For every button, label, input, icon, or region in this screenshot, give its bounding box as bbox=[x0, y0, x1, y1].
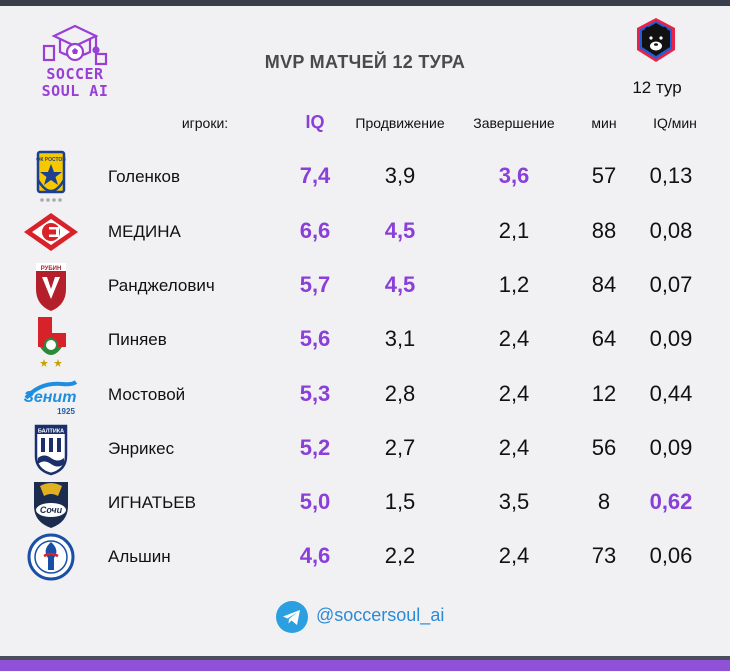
bottom-divider bbox=[0, 656, 730, 660]
col-header-iq: IQ bbox=[305, 112, 325, 132]
iq-value: 5,3 bbox=[299, 381, 331, 406]
col-header-finishing: Завершение bbox=[473, 115, 555, 131]
progression-value: 1,5 bbox=[384, 489, 416, 514]
finishing-value: 2,4 bbox=[498, 326, 530, 351]
brand-wordmark: SOCCER SOUL AI bbox=[30, 66, 120, 100]
table-row: Сочи ИГНАТЬЕВ 5,0 1,5 3,5 8 0,62 bbox=[0, 476, 730, 530]
minutes-value: 73 bbox=[591, 543, 617, 568]
progression-value: 2,8 bbox=[384, 381, 416, 406]
progression-value: 4,5 bbox=[384, 218, 416, 243]
finishing-value: 3,5 bbox=[498, 489, 530, 514]
top-border bbox=[0, 0, 730, 6]
minutes-value: 84 bbox=[591, 272, 617, 297]
svg-text:ФК РОСТОВ: ФК РОСТОВ bbox=[36, 157, 66, 163]
spartak-crest-icon bbox=[24, 213, 78, 251]
iq-per-min-value: 0,08 bbox=[649, 218, 693, 243]
player-name: Энрикес bbox=[108, 439, 175, 458]
iq-per-min-value: 0,09 bbox=[649, 326, 693, 351]
iq-value: 4,6 bbox=[299, 543, 331, 568]
rostov-crest-icon: ФК РОСТОВ bbox=[36, 150, 66, 202]
iq-value: 5,2 bbox=[299, 435, 331, 460]
col-header-minutes: мин bbox=[591, 115, 617, 131]
player-name: Альшин bbox=[108, 547, 171, 566]
progression-value: 2,7 bbox=[384, 435, 416, 460]
minutes-value: 64 bbox=[591, 326, 617, 351]
table-row: Альшин 4,6 2,2 2,4 73 0,06 bbox=[0, 530, 730, 584]
minutes-value: 56 bbox=[591, 435, 617, 460]
brand-line-2: SOUL AI bbox=[41, 82, 109, 100]
iq-value: 5,0 bbox=[299, 489, 331, 514]
svg-text:Зенит: Зенит bbox=[24, 389, 77, 406]
col-header-iq-per-min: IQ/мин bbox=[653, 115, 697, 131]
progression-value: 3,1 bbox=[384, 326, 416, 351]
iq-per-min-value: 0,44 bbox=[649, 381, 693, 406]
col-header-players: игроки: bbox=[181, 115, 229, 131]
fakel-crest-icon bbox=[27, 533, 75, 581]
table-row: ФК РОСТОВ Голенков 7,4 3,9 3,6 57 0,13 bbox=[0, 150, 730, 204]
rpl-bear-icon bbox=[637, 18, 675, 62]
iq-value: 5,7 bbox=[299, 272, 331, 297]
finishing-value: 2,4 bbox=[498, 435, 530, 460]
minutes-value: 8 bbox=[597, 489, 611, 514]
player-name: Пиняев bbox=[108, 330, 167, 349]
iq-value: 7,4 bbox=[299, 163, 331, 188]
minutes-value: 12 bbox=[591, 381, 617, 406]
player-name: Ранджелович bbox=[108, 276, 215, 295]
table-row: БАЛТИКА Энрикес 5,2 2,7 2,4 56 0,09 bbox=[0, 422, 730, 476]
svg-text:РУБИН: РУБИН bbox=[41, 266, 62, 272]
finishing-value: 1,2 bbox=[498, 272, 530, 297]
telegram-handle-link[interactable]: @soccersoul_ai bbox=[316, 605, 445, 625]
iq-per-min-value: 0,07 bbox=[649, 272, 693, 297]
finishing-value: 2,4 bbox=[498, 381, 530, 406]
soccer-soul-logo-icon bbox=[42, 24, 108, 66]
finishing-value: 3,6 bbox=[498, 163, 530, 188]
finishing-value: 2,4 bbox=[498, 543, 530, 568]
svg-text:БАЛТИКА: БАЛТИКА bbox=[38, 429, 64, 435]
telegram-icon[interactable] bbox=[276, 601, 308, 633]
table-row: Зенит 1925 Мостовой 5,3 2,8 2,4 12 0,44 bbox=[0, 368, 730, 422]
bottom-accent-bar bbox=[0, 660, 730, 671]
lokomotiv-crest-icon bbox=[38, 317, 66, 367]
player-name: Голенков bbox=[108, 167, 181, 186]
minutes-value: 88 bbox=[591, 218, 617, 243]
player-name: МЕДИНА bbox=[108, 222, 181, 241]
iq-value: 6,6 bbox=[299, 218, 331, 243]
player-name: Мостовой bbox=[108, 385, 186, 404]
finishing-value: 2,1 bbox=[498, 218, 530, 243]
page-title: MVP МАТЧЕЙ 12 ТУРА bbox=[264, 52, 466, 72]
iq-per-min-value: 0,09 bbox=[649, 435, 693, 460]
iq-value: 5,6 bbox=[299, 326, 331, 351]
player-name: ИГНАТЬЕВ bbox=[108, 493, 196, 512]
table-row: Пиняев 5,6 3,1 2,4 64 0,09 bbox=[0, 313, 730, 367]
brand-line-1: SOCCER bbox=[46, 65, 104, 83]
progression-value: 3,9 bbox=[384, 163, 416, 188]
svg-text:Сочи: Сочи bbox=[40, 505, 63, 515]
progression-value: 2,2 bbox=[384, 543, 416, 568]
minutes-value: 57 bbox=[591, 163, 617, 188]
iq-per-min-value: 0,06 bbox=[649, 543, 693, 568]
sochi-crest-icon: Сочи bbox=[34, 482, 68, 528]
round-label: 12 тур bbox=[632, 78, 682, 97]
col-header-progression: Продвижение bbox=[355, 115, 445, 131]
zenit-crest-icon: Зенит 1925 bbox=[24, 380, 78, 416]
table-row: МЕДИНА 6,6 4,5 2,1 88 0,08 bbox=[0, 205, 730, 259]
svg-text:1925: 1925 bbox=[57, 407, 75, 416]
rubin-crest-icon: РУБИН bbox=[36, 263, 66, 311]
table-row: РУБИН Ранджелович 5,7 4,5 1,2 84 0,07 bbox=[0, 259, 730, 313]
iq-per-min-value: 0,62 bbox=[649, 489, 693, 514]
baltika-crest-icon: БАЛТИКА bbox=[34, 424, 68, 476]
iq-per-min-value: 0,13 bbox=[649, 163, 693, 188]
progression-value: 4,5 bbox=[384, 272, 416, 297]
